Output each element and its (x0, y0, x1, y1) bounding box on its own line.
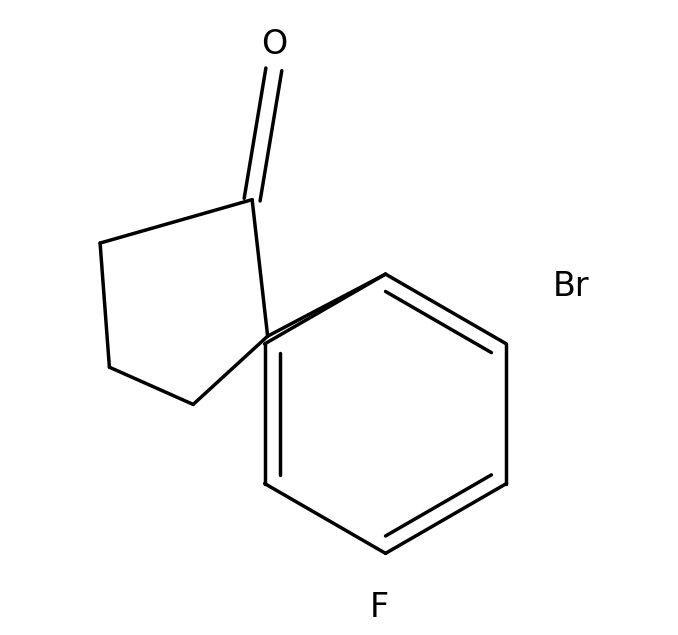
Text: O: O (261, 28, 287, 61)
Text: Br: Br (553, 270, 590, 303)
Text: F: F (370, 591, 389, 624)
